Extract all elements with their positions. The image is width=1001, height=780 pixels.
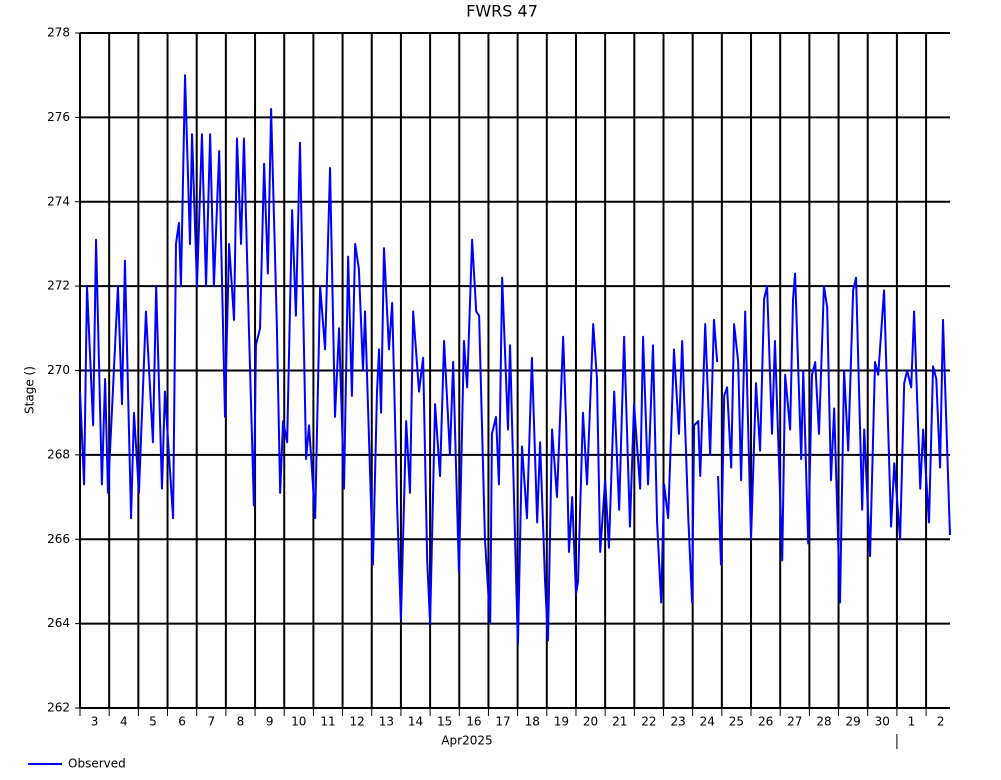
x-tick-label: 23 <box>670 715 685 729</box>
x-tick-label: 30 <box>875 715 890 729</box>
x-tick-label: 18 <box>525 715 540 729</box>
x-tick-label: 27 <box>787 715 802 729</box>
y-tick-label: 274 <box>47 194 70 208</box>
x-tick-label: 9 <box>266 715 274 729</box>
y-axis-label: Stage () <box>23 366 37 414</box>
x-tick-label: 25 <box>729 715 744 729</box>
y-tick-label: 270 <box>47 363 70 377</box>
x-tick-label: 14 <box>408 715 423 729</box>
x-tick-label: 5 <box>149 715 157 729</box>
x-tick-label: 19 <box>554 715 569 729</box>
x-tick-label: 11 <box>320 715 335 729</box>
x-tick-label: 26 <box>758 715 773 729</box>
y-tick-label: 264 <box>47 616 70 630</box>
data-line <box>79 74 951 646</box>
x-tick-label: 16 <box>466 715 481 729</box>
y-tick-label: 268 <box>47 447 70 461</box>
y-tick-label: 276 <box>47 110 70 124</box>
y-tick-label: 272 <box>47 279 70 293</box>
x-tick-label: 13 <box>379 715 394 729</box>
x-axis-label: Apr2025 <box>441 734 492 748</box>
x-tick-label: 20 <box>583 715 598 729</box>
x-tick-label: 1 <box>908 715 916 729</box>
legend-label: Observed <box>68 757 126 771</box>
x-tick-label: 7 <box>207 715 215 729</box>
y-tick-label: 278 <box>47 26 70 40</box>
x-tick-label: 3 <box>91 715 99 729</box>
x-tick-label: 4 <box>120 715 128 729</box>
x-tick-label: 12 <box>350 715 365 729</box>
x-tick-label: 24 <box>700 715 715 729</box>
x-tick-label: 2 <box>937 715 945 729</box>
x-tick-label: 29 <box>845 715 860 729</box>
x-tick-label: 28 <box>816 715 831 729</box>
x-tick-label: 8 <box>237 715 245 729</box>
x-tick-label: 6 <box>178 715 186 729</box>
x-tick-label: 22 <box>641 715 656 729</box>
x-tick-label: 10 <box>291 715 306 729</box>
chart-title: FWRS 47 <box>466 2 538 21</box>
x-tick-label: 21 <box>612 715 627 729</box>
y-tick-label: 266 <box>47 532 70 546</box>
x-tick-label: 17 <box>495 715 510 729</box>
y-tick-label: 262 <box>47 701 70 715</box>
x-tick-label: 15 <box>437 715 452 729</box>
